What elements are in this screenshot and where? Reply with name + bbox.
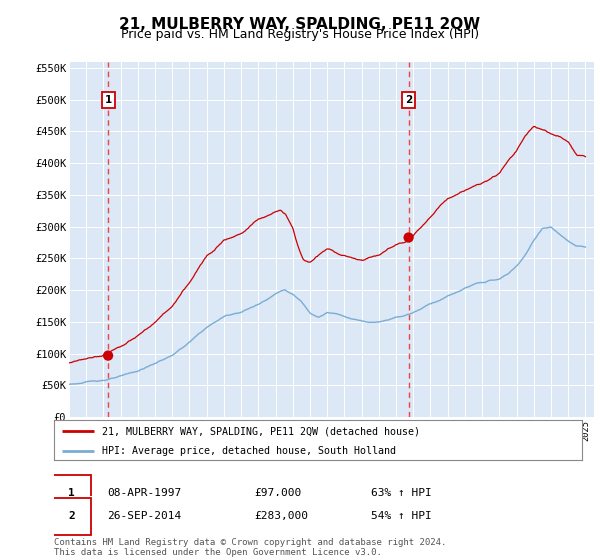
Text: 63% ↑ HPI: 63% ↑ HPI	[371, 488, 431, 497]
FancyBboxPatch shape	[52, 498, 91, 535]
Point	[404, 233, 413, 242]
Text: £283,000: £283,000	[254, 511, 308, 521]
Text: 54% ↑ HPI: 54% ↑ HPI	[371, 511, 431, 521]
Text: 08-APR-1997: 08-APR-1997	[107, 488, 181, 497]
FancyBboxPatch shape	[52, 475, 91, 511]
Text: Contains HM Land Registry data © Crown copyright and database right 2024.
This d: Contains HM Land Registry data © Crown c…	[54, 538, 446, 557]
Text: 1: 1	[104, 95, 112, 105]
Text: 2: 2	[405, 95, 412, 105]
Text: 1: 1	[68, 488, 75, 497]
Text: 26-SEP-2014: 26-SEP-2014	[107, 511, 181, 521]
Text: 21, MULBERRY WAY, SPALDING, PE11 2QW (detached house): 21, MULBERRY WAY, SPALDING, PE11 2QW (de…	[101, 426, 419, 436]
Point	[103, 351, 113, 360]
Text: Price paid vs. HM Land Registry's House Price Index (HPI): Price paid vs. HM Land Registry's House …	[121, 28, 479, 41]
Text: £97,000: £97,000	[254, 488, 302, 497]
Text: 21, MULBERRY WAY, SPALDING, PE11 2QW: 21, MULBERRY WAY, SPALDING, PE11 2QW	[119, 17, 481, 31]
Text: 2: 2	[68, 511, 75, 521]
Text: HPI: Average price, detached house, South Holland: HPI: Average price, detached house, Sout…	[101, 446, 395, 456]
